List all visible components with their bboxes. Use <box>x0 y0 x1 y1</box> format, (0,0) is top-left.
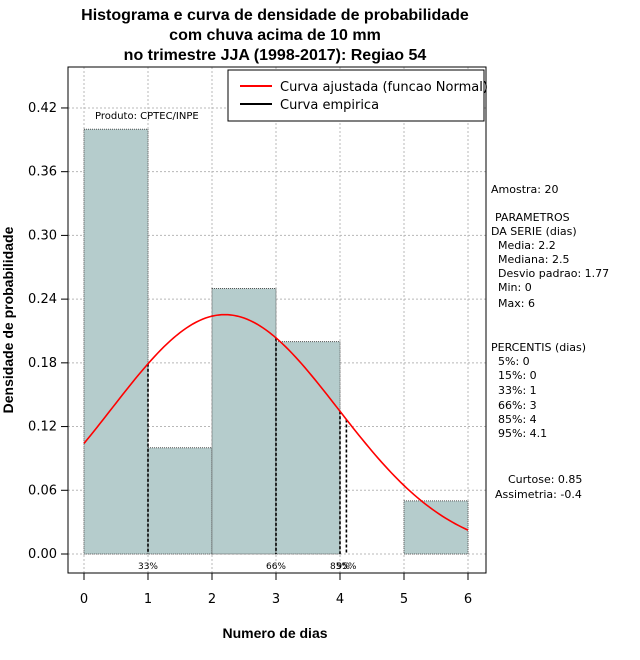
y-tick-label: 0.30 <box>28 228 57 243</box>
y-tick-label: 0.00 <box>28 547 57 562</box>
stat-curtose: Curtose: 0.85 <box>508 473 583 486</box>
y-tick-label: 0.36 <box>28 165 57 180</box>
y-tick-label: 0.06 <box>28 483 57 498</box>
histogram-bar <box>275 341 341 555</box>
histogram-bars <box>83 128 469 555</box>
x-tick-label: 2 <box>208 592 216 607</box>
histogram-bar <box>83 128 149 555</box>
percentile-markers: 33% 66% 85%95% <box>138 337 357 572</box>
percentile-marker-label: 95% <box>336 562 356 572</box>
stat-p66: 66%: 3 <box>498 399 537 412</box>
legend-box <box>227 69 485 122</box>
x-tick-label: 4 <box>336 592 344 607</box>
y-tick-label: 0.24 <box>28 292 57 307</box>
stat-p85: 85%: 4 <box>498 413 537 426</box>
stat-p95: 95%: 4.1 <box>498 427 548 440</box>
y-axis: 0.00 0.06 0.12 0.18 0.24 0.30 0.36 0.42 <box>28 101 69 562</box>
legend-normal-label: Curva ajustada (funcao Normal) <box>280 80 488 95</box>
stat-media: Media: 2.2 <box>498 239 556 252</box>
histogram-bar <box>211 288 277 555</box>
chart-title-line-3: no trimestre JJA (1998-2017): Regiao 54 <box>123 47 427 64</box>
x-tick-label: 6 <box>464 592 472 607</box>
percentile-marker-label: 33% <box>138 562 158 572</box>
x-axis-label: Numero de dias <box>222 625 327 641</box>
x-tick-label: 1 <box>144 592 152 607</box>
legend: Curva ajustada (funcao Normal) Curva emp… <box>227 69 488 122</box>
percentile-marker-label: 85% <box>330 562 350 572</box>
chart-title-line-1: Histograma e curva de densidade de proba… <box>81 7 469 24</box>
x-axis: 0 1 2 3 4 5 6 <box>80 572 472 607</box>
histogram-bar <box>147 447 213 555</box>
stat-perc-title: PERCENTIS (dias) <box>491 341 587 354</box>
stat-mediana: Mediana: 2.5 <box>498 253 570 266</box>
chart-title-line-2: com chuva acima de 10 mm <box>169 27 381 44</box>
product-annotation: Produto: CPTEC/INPE <box>95 111 199 122</box>
histogram-bar <box>403 500 469 555</box>
stat-max: Max: 6 <box>498 297 535 310</box>
y-tick-label: 0.18 <box>28 356 57 371</box>
stat-param-title: PARAMETROS <box>495 211 570 224</box>
x-tick-label: 0 <box>80 592 88 607</box>
normal-fit-curve <box>83 313 469 531</box>
stat-min: Min: 0 <box>498 281 532 294</box>
stat-p33: 33%: 1 <box>498 384 537 397</box>
y-axis-label: Densidade de probabilidade <box>0 226 16 413</box>
stat-param-sub: DA SERIE (dias) <box>491 225 577 238</box>
y-tick-label: 0.42 <box>28 101 57 116</box>
stat-amostra: Amostra: 20 <box>491 183 559 196</box>
stat-p15: 15%: 0 <box>498 369 537 382</box>
stat-p5: 5%: 0 <box>498 355 530 368</box>
stat-desvio: Desvio padrao: 1.77 <box>498 267 610 280</box>
x-tick-label: 5 <box>400 592 408 607</box>
percentile-marker-label: 66% <box>266 562 286 572</box>
legend-empirical-label: Curva empirica <box>280 98 379 113</box>
y-tick-label: 0.12 <box>28 420 57 435</box>
stat-assimetria: Assimetria: -0.4 <box>495 488 582 501</box>
x-tick-label: 3 <box>272 592 280 607</box>
